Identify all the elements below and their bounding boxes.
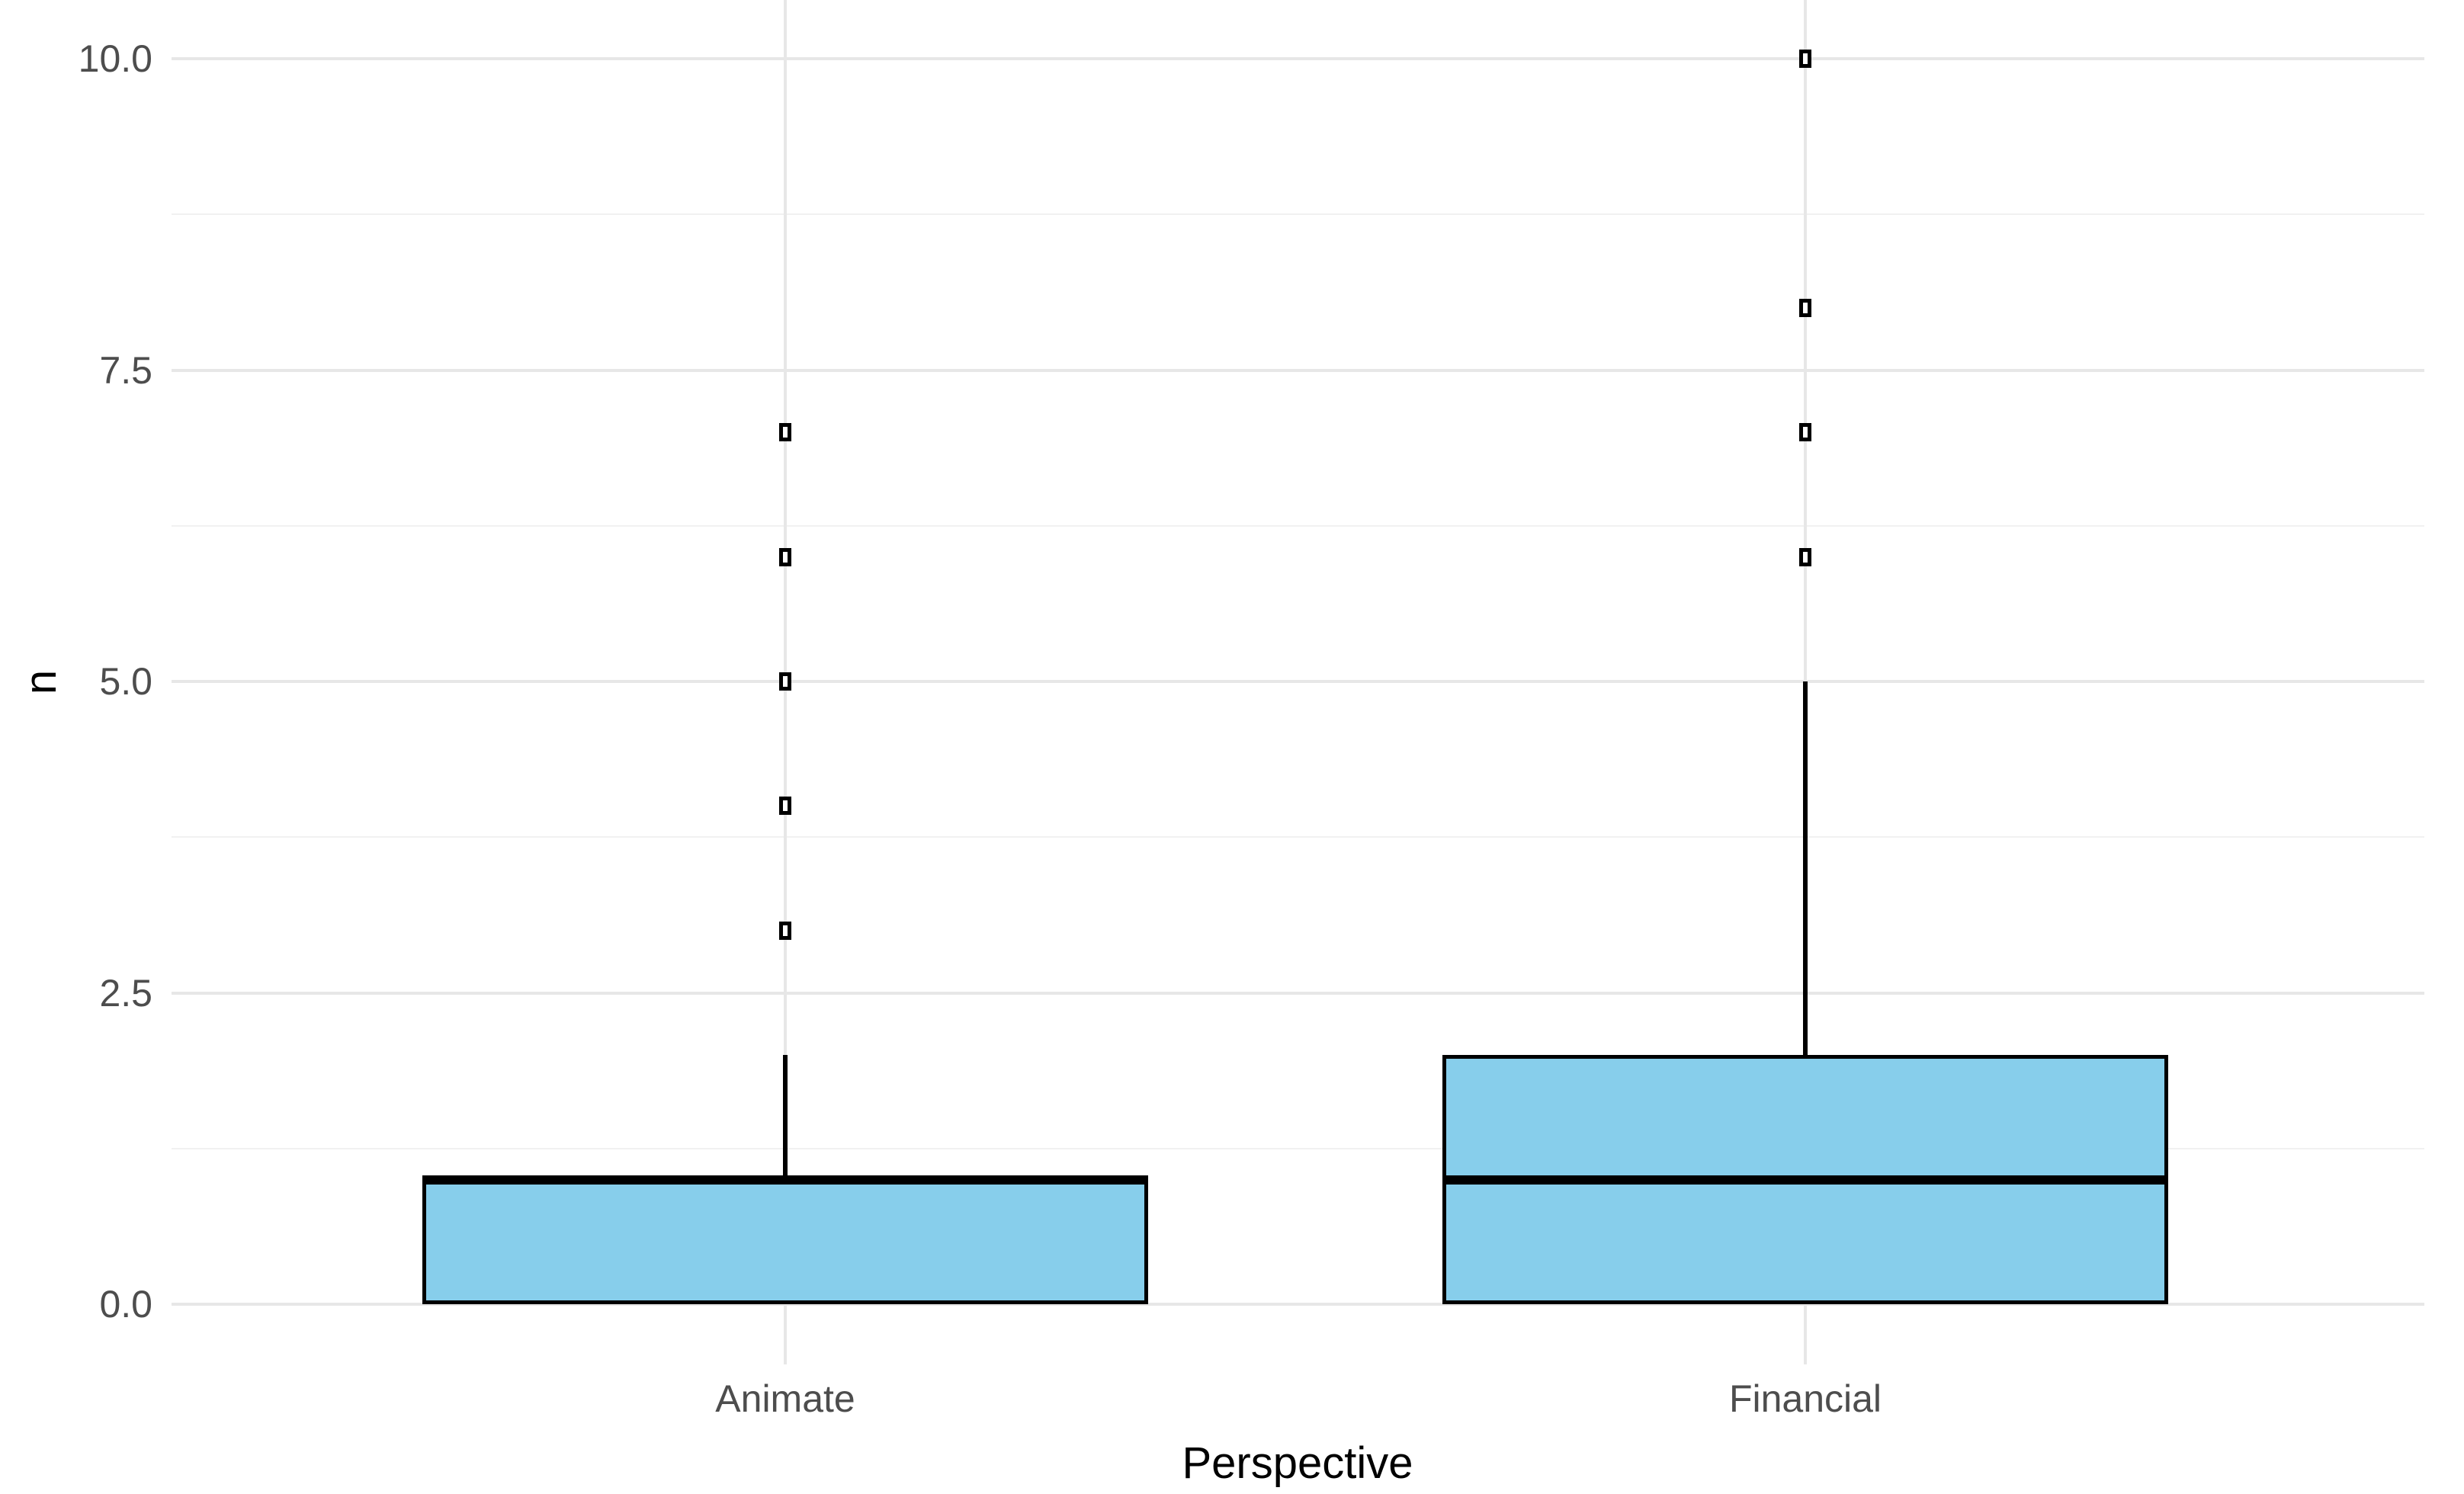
x-tick-label-animate: Animate — [715, 1377, 855, 1420]
outlier-point — [1799, 423, 1811, 442]
outlier-point — [1799, 547, 1811, 566]
minor-gridline — [172, 213, 2424, 216]
outlier-point — [779, 423, 791, 442]
y-tick-label: 2.5 — [99, 971, 152, 1015]
upper-whisker — [1803, 681, 1808, 1056]
median-line — [1442, 1175, 2168, 1185]
outlier-point — [779, 797, 791, 816]
major-gridline — [172, 1303, 2424, 1306]
x-axis-title: Perspective — [1182, 1438, 1413, 1488]
outlier-point — [779, 547, 791, 566]
outlier-point — [1799, 50, 1811, 68]
minor-gridline — [172, 836, 2424, 838]
y-tick-label: 10.0 — [78, 37, 152, 80]
outlier-point — [779, 672, 791, 691]
major-gridline — [172, 368, 2424, 372]
outlier-point — [779, 921, 791, 940]
outlier-point — [1799, 298, 1811, 317]
major-gridline — [172, 57, 2424, 60]
median-line — [422, 1175, 1148, 1185]
upper-whisker — [783, 1055, 788, 1180]
minor-gridline — [172, 524, 2424, 527]
box-animate — [422, 1179, 1148, 1304]
y-tick-label: 5.0 — [99, 660, 152, 703]
y-tick-label: 7.5 — [99, 348, 152, 392]
minor-gridline — [172, 1147, 2424, 1149]
y-tick-label: 0.0 — [99, 1283, 152, 1326]
major-gridline — [172, 680, 2424, 683]
x-tick-label-financial: Financial — [1728, 1377, 1882, 1420]
major-gridline — [172, 991, 2424, 995]
